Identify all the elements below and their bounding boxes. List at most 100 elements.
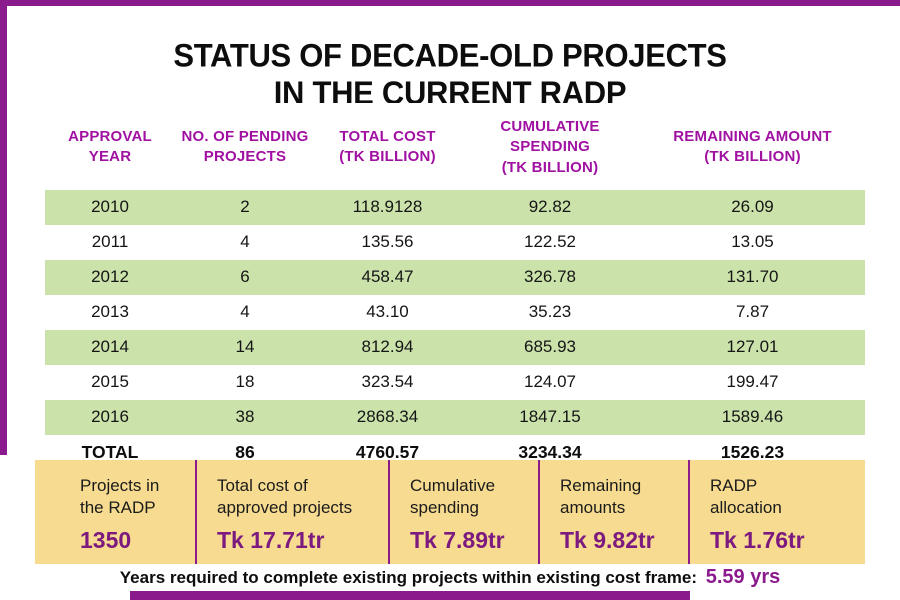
header-line: TOTAL COST [339,128,436,146]
header-line: CUMULATIVE SPENDING [500,118,600,156]
cell-approval-year: 2012 [45,259,175,295]
summary-label-line: the RADP [80,498,156,518]
cell-pending-projects: 18 [235,372,255,392]
cell-cumulative-spending: 122.52 [524,232,576,252]
cell-total-cost: 135.56 [361,232,414,252]
cell-approval-year: 2011 [91,232,129,252]
summary-label-line: allocation [710,498,782,518]
cell-pending-projects: 86 [235,441,255,462]
summary-band: Projects in the RADP 1350 Total cost of … [35,460,865,564]
cell-approval-year: TOTAL [81,441,139,462]
cell-remaining-amount: 1526.23 [720,441,785,462]
cell-approval-year: 2013 [91,302,129,322]
column-header-total-cost: TOTAL COST (TK BILLION) [315,103,460,190]
header-line: (TK BILLION) [339,148,436,166]
cell-cumulative-spending: 3234.34 [518,441,582,462]
cell-cumulative-spending: 35.23 [528,302,572,322]
cell-remaining-amount: 1589.46 [640,399,865,435]
top-accent-bar [0,0,900,6]
cell-pending-projects: 38 [175,399,315,435]
projects-table: APPROVAL YEAR NO. OF PENDING PROJECTS TO… [45,103,865,470]
column-header-cumulative-spending: CUMULATIVE SPENDING (TK BILLION) [460,103,640,190]
table-row-2010: 2010 2 118.9128 92.82 26.09 [45,189,865,225]
table-row-2014: 2014 14 812.94 685.93 127.01 [45,329,865,365]
header-line: NO. OF PENDING [181,128,309,146]
summary-label: RADP allocation [710,475,859,520]
table-row-total: TOTAL 86 4760.57 3234.34 1526.23 [45,435,865,470]
summary-item-cumulative-spending: Cumulative spending Tk 7.89tr [388,460,538,564]
summary-value: Tk 7.89tr [410,526,505,553]
cell-approval-year: 2014 [45,329,175,365]
cell-cumulative-spending: 326.78 [460,259,640,295]
cell-approval-year: 2016 [45,399,175,435]
cell-cumulative-spending: 92.82 [460,189,640,225]
cell-remaining-amount: 26.09 [640,189,865,225]
cell-remaining-amount: 199.47 [726,372,779,392]
cell-pending-projects: 4 [240,302,250,322]
summary-label-line: approved projects [217,498,353,518]
summary-label: Remaining amounts [560,475,682,520]
footer-note: Years required to complete existing proj… [0,566,900,589]
cell-total-cost: 43.10 [366,302,409,322]
cell-remaining-amount: 7.87 [735,302,770,322]
cell-pending-projects: 2 [175,189,315,225]
table-row-2013: 2013 4 43.10 35.23 7.87 [45,295,865,330]
cell-total-cost: 458.47 [315,259,460,295]
table-row-2011: 2011 4 135.56 122.52 13.05 [45,225,865,260]
cell-total-cost: 323.54 [361,372,414,392]
column-header-remaining-amount: REMAINING AMOUNT (TK BILLION) [640,103,865,190]
cell-remaining-amount: 127.01 [640,329,865,365]
summary-value: 1350 [80,526,132,553]
cell-approval-year: 2010 [45,189,175,225]
cell-total-cost: 2868.34 [315,399,460,435]
summary-label-line: RADP [710,476,758,495]
summary-value: Tk 1.76tr [710,526,805,553]
summary-label-line: Projects in [80,476,160,495]
cell-total-cost: 4760.57 [355,441,420,462]
summary-value: Tk 9.82tr [560,526,655,553]
cell-pending-projects: 4 [240,232,250,252]
cell-remaining-amount: 13.05 [731,232,774,252]
summary-label-line: spending [410,498,480,518]
cell-cumulative-spending: 1847.15 [460,399,640,435]
bottom-accent-bar [130,591,690,600]
summary-label: Cumulative spending [410,475,532,520]
cell-cumulative-spending: 124.07 [524,372,576,392]
table-row-2012: 2012 6 458.47 326.78 131.70 [45,259,865,295]
column-header-approval-year: APPROVAL YEAR [45,103,175,190]
header-line: (TK BILLION) [704,148,801,166]
table-row-2015: 2015 18 323.54 124.07 199.47 [45,365,865,400]
header-line: YEAR [88,148,132,166]
footer-value: 5.59 yrs [705,566,781,588]
cell-pending-projects: 6 [175,259,315,295]
summary-label-line: Total cost of [217,476,308,495]
summary-label: Projects in the RADP [80,475,189,520]
header-line: (TK BILLION) [501,158,599,176]
summary-item-total-cost: Total cost of approved projects Tk 17.71… [195,460,388,564]
summary-item-remaining-amounts: Remaining amounts Tk 9.82tr [538,460,688,564]
summary-value: Tk 17.71tr [217,526,325,553]
header-line: REMAINING AMOUNT [673,128,832,146]
cell-total-cost: 812.94 [315,329,460,365]
summary-label: Total cost of approved projects [217,475,382,520]
table-header-row: APPROVAL YEAR NO. OF PENDING PROJECTS TO… [45,103,865,190]
summary-label-line: Remaining [560,476,642,495]
table-row-2016: 2016 38 2868.34 1847.15 1589.46 [45,399,865,435]
column-header-pending-projects: NO. OF PENDING PROJECTS [175,103,315,190]
summary-item-projects-in-radp: Projects in the RADP 1350 [35,460,195,564]
page-title: STATUS OF DECADE-OLD PROJECTS IN THE CUR… [0,37,900,112]
header-line: PROJECTS [203,148,287,166]
header-line: APPROVAL [68,128,152,146]
cell-approval-year: 2015 [91,372,129,392]
summary-label-line: Cumulative [410,476,496,495]
page-title-line1: STATUS OF DECADE-OLD PROJECTS [173,36,727,74]
summary-item-radp-allocation: RADP allocation Tk 1.76tr [688,460,865,564]
cell-total-cost: 118.9128 [315,189,460,225]
summary-label-line: amounts [560,498,626,518]
footer-text: Years required to complete existing proj… [119,568,697,587]
cell-pending-projects: 14 [175,329,315,365]
cell-cumulative-spending: 685.93 [460,329,640,365]
cell-remaining-amount: 131.70 [640,259,865,295]
left-accent-bar [0,0,7,455]
